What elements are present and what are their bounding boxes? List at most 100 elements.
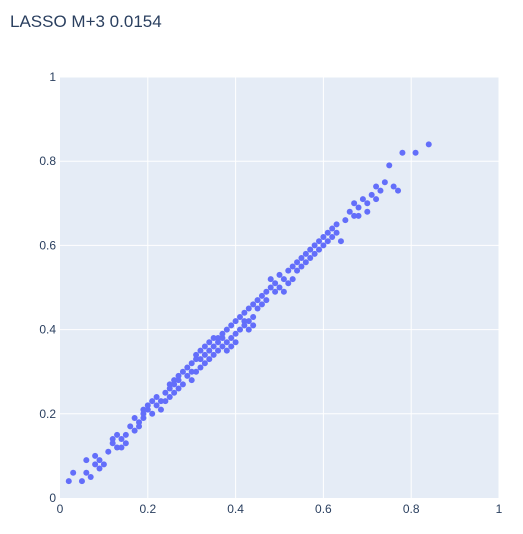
scatter-point	[329, 233, 336, 240]
scatter-point	[307, 246, 314, 253]
scatter-point	[302, 259, 309, 266]
scatter-point	[245, 326, 252, 333]
scatter-point	[162, 389, 169, 396]
scatter-point	[373, 183, 380, 190]
scatter-point	[105, 448, 112, 455]
scatter-point	[70, 469, 77, 476]
scatter-point	[210, 343, 217, 350]
scatter-point	[153, 402, 160, 409]
scatter-point	[193, 356, 200, 363]
scatter-point	[298, 255, 305, 262]
scatter-point	[386, 162, 393, 169]
scatter-point	[241, 309, 248, 316]
scatter-point	[197, 364, 204, 371]
scatter-point	[188, 368, 195, 375]
scatter-point	[236, 313, 243, 320]
scatter-point	[114, 431, 121, 438]
scatter-point	[122, 440, 129, 447]
scatter-point	[223, 339, 230, 346]
scatter-point	[201, 360, 208, 367]
chart-title: LASSO M+3 0.0154	[10, 12, 162, 31]
x-tick-label: 0.2	[139, 502, 156, 516]
x-tick-label: 0	[57, 502, 64, 516]
scatter-point	[316, 238, 323, 245]
axis-ticks: 0 0.2 0.4 0.6 0.8 1 0 0.2 0.4 0.6 0.8 1	[39, 70, 502, 516]
scatter-point	[162, 398, 169, 405]
scatter-point	[136, 419, 143, 426]
scatter-point	[228, 343, 235, 350]
scatter-point	[294, 259, 301, 266]
scatter-point	[157, 406, 164, 413]
scatter-point	[355, 204, 362, 211]
scatter-point	[92, 452, 99, 459]
scatter-point	[193, 368, 200, 375]
scatter-point	[171, 381, 178, 388]
scatter-point	[285, 280, 292, 287]
scatter-point	[193, 351, 200, 358]
scatter-point	[201, 351, 208, 358]
scatter-point	[263, 288, 270, 295]
scatter-point	[179, 381, 186, 388]
scatter-point	[316, 246, 323, 253]
scatter-point	[254, 297, 261, 304]
scatter-point	[267, 276, 274, 283]
scatter-point	[166, 393, 173, 400]
scatter-point	[219, 335, 226, 342]
scatter-point	[122, 431, 129, 438]
scatter-point	[206, 347, 213, 354]
scatter-point	[140, 410, 147, 417]
y-tick-label: 0.8	[39, 154, 56, 168]
scatter-point	[109, 436, 116, 443]
y-tick-label: 1	[49, 70, 56, 84]
scatter-point	[276, 271, 283, 278]
scatter-point	[351, 200, 358, 207]
y-tick-label: 0.6	[39, 238, 56, 252]
scatter-point	[228, 335, 235, 342]
scatter-point	[149, 410, 156, 417]
scatter-point	[153, 393, 160, 400]
scatter-point	[425, 141, 432, 148]
scatter-point	[250, 301, 257, 308]
scatter-point	[136, 423, 143, 430]
scatter-point	[144, 406, 151, 413]
scatter-point	[65, 478, 72, 485]
scatter-point	[114, 444, 121, 451]
scatter-point	[324, 238, 331, 245]
scatter-point	[188, 377, 195, 384]
scatter-point	[337, 238, 344, 245]
scatter-point	[223, 326, 230, 333]
scatter-point	[83, 469, 90, 476]
scatter-point	[206, 356, 213, 363]
scatter-point	[390, 183, 397, 190]
scatter-point	[254, 305, 261, 312]
scatter-point	[320, 242, 327, 249]
scatter-point	[373, 196, 380, 203]
scatter-point	[395, 187, 402, 194]
scatter-point	[232, 339, 239, 346]
scatter-point	[83, 457, 90, 464]
scatter-point	[215, 335, 222, 342]
scatter-points	[65, 141, 432, 485]
scatter-point	[377, 187, 384, 194]
scatter-point	[245, 305, 252, 312]
scatter-point	[210, 351, 217, 358]
scatter-point	[324, 229, 331, 236]
scatter-point	[140, 406, 147, 413]
scatter-point	[272, 280, 279, 287]
scatter-point	[215, 347, 222, 354]
scatter-point	[267, 284, 274, 291]
scatter-point	[149, 398, 156, 405]
scatter-point	[298, 263, 305, 270]
scatter-point	[241, 318, 248, 325]
y-tick-label: 0	[49, 491, 56, 505]
scatter-point	[201, 343, 208, 350]
scatter-point	[100, 461, 107, 468]
scatter-point	[311, 242, 318, 249]
scatter-point	[333, 221, 340, 228]
scatter-point	[346, 208, 353, 215]
scatter-point	[131, 427, 138, 434]
scatter-point	[302, 250, 309, 257]
scatter-point	[342, 217, 349, 224]
scatter-point	[285, 267, 292, 274]
